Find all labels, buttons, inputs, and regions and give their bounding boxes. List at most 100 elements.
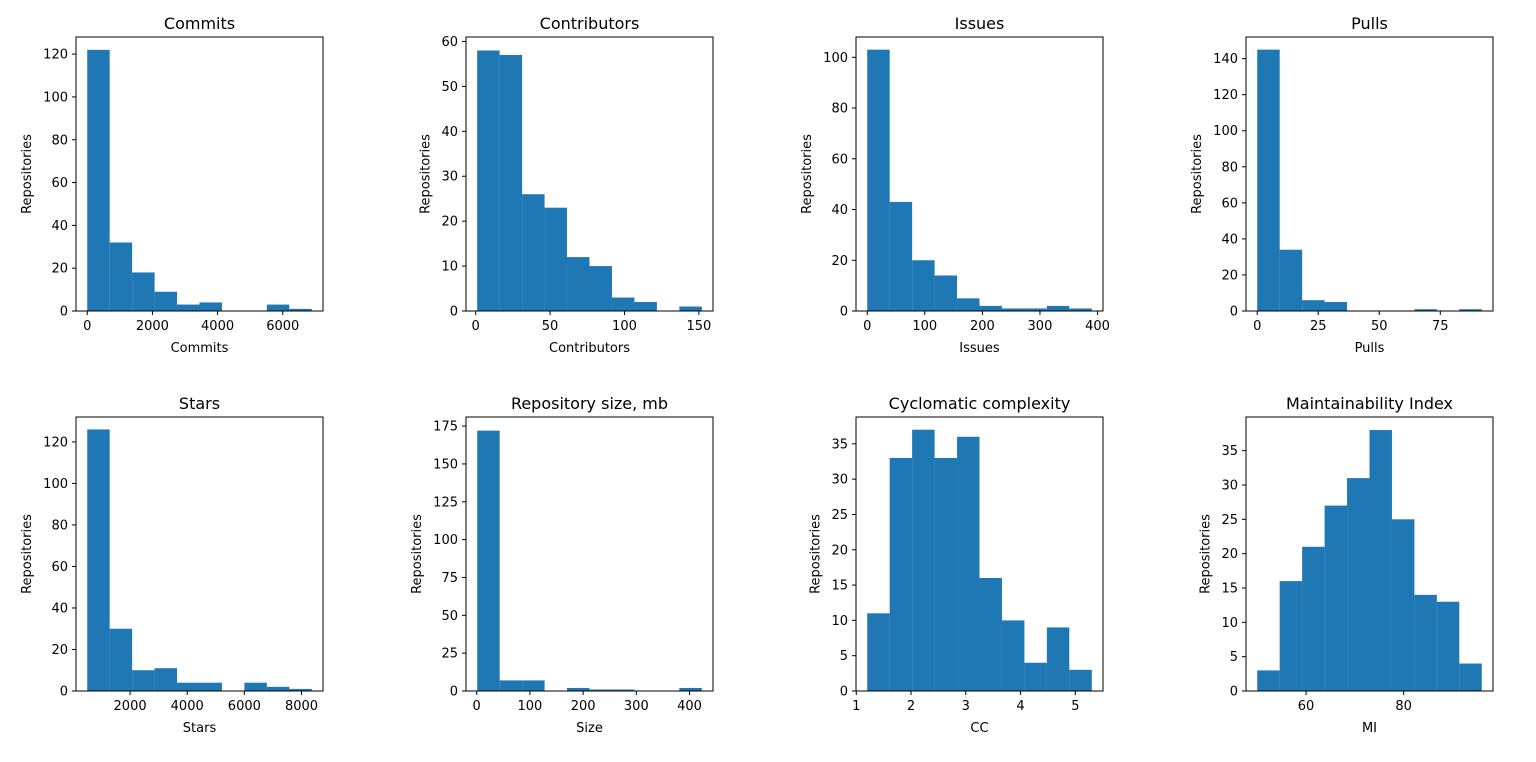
x-tick-label: 2 [907, 699, 915, 714]
axes-frame [465, 416, 714, 692]
histogram-bar [87, 429, 110, 691]
x-tick-label: 200 [970, 319, 995, 334]
chart-title: Commits [164, 14, 235, 33]
y-tick-label: 25 [1221, 513, 1238, 528]
x-tick-label: 200 [571, 699, 596, 714]
x-tick-label: 25 [1310, 319, 1327, 334]
chart-title: Cyclomatic complexity [889, 394, 1071, 413]
x-tick-label: 4 [1016, 699, 1024, 714]
y-tick-label: 25 [831, 508, 848, 523]
y-tick-label: 175 [433, 420, 458, 435]
y-tick-label: 140 [1213, 52, 1238, 67]
histogram-bar [679, 687, 702, 691]
histogram-panel: 0 2000 4000 6000 0 20 40 60 80 100 120 Commits Commi… [20, 14, 324, 356]
histogram-panel: 0 50 100 150 0 10 20 30 40 50 60 Contributors Contri… [418, 14, 714, 356]
y-axis-label: Repositories [20, 514, 35, 594]
y-tick-label: 0 [840, 305, 848, 320]
y-tick-label: 125 [433, 495, 458, 510]
x-tick-label: 6000 [266, 319, 299, 334]
y-tick-label: 5 [1230, 650, 1238, 665]
y-tick-label: 30 [1221, 478, 1238, 493]
histogram-bar [289, 308, 312, 311]
histogram-bar [957, 436, 980, 691]
chart-title: Maintainability Index [1286, 394, 1453, 413]
y-axis-label: Repositories [418, 134, 433, 214]
histogram-bar [522, 194, 545, 311]
y-tick-label: 10 [1221, 616, 1238, 631]
y-axis-label: Repositories [410, 514, 425, 594]
y-tick-label: 150 [433, 457, 458, 472]
y-tick-label: 60 [51, 176, 68, 191]
y-tick-label: 120 [43, 48, 68, 63]
x-axis-label: Size [576, 721, 603, 736]
x-axis-label: Stars [183, 721, 217, 736]
histogram-bar [154, 668, 178, 691]
y-tick-label: 80 [51, 133, 68, 148]
chart-title: Repository size, mb [511, 394, 668, 413]
y-axis-label: Repositories [1198, 514, 1213, 594]
histogram-bar [522, 680, 545, 691]
chart-title: Issues [955, 14, 1005, 33]
histogram-bar [589, 689, 612, 691]
y-tick-label: 5 [840, 649, 848, 664]
x-tick-label: 100 [612, 319, 637, 334]
x-tick-label: 0 [863, 319, 871, 334]
y-tick-label: 80 [51, 518, 68, 533]
chart-title: Contributors [540, 14, 640, 33]
histogram-bar [957, 298, 980, 311]
y-tick-label: 15 [1221, 581, 1238, 596]
y-tick-label: 40 [51, 219, 68, 234]
x-tick-label: 4000 [201, 319, 234, 334]
histogram-panel: 0 100 200 300 400 0 25 50 75 100 125 150 175 Reposito… [410, 394, 714, 736]
histogram-bar [1459, 309, 1482, 311]
y-axis-label: Repositories [20, 134, 35, 214]
y-tick-label: 60 [1221, 196, 1238, 211]
y-tick-label: 60 [51, 560, 68, 575]
histogram-bar [132, 670, 155, 691]
y-tick-label: 0 [60, 685, 68, 700]
y-tick-label: 40 [441, 125, 458, 140]
y-tick-label: 0 [450, 685, 458, 700]
histogram-bar [177, 682, 200, 691]
histogram-bar [244, 682, 267, 691]
y-tick-label: 100 [823, 51, 848, 66]
y-tick-label: 100 [43, 477, 68, 492]
histogram-bar [1046, 305, 1070, 311]
y-tick-label: 0 [1230, 685, 1238, 700]
x-tick-label: 100 [517, 699, 542, 714]
y-tick-label: 30 [441, 170, 458, 185]
y-tick-label: 100 [433, 533, 458, 548]
histogram-bar [289, 688, 312, 691]
y-tick-label: 30 [831, 473, 848, 488]
histogram-bar [266, 686, 290, 691]
histogram-bar [1046, 627, 1070, 691]
histogram-panel: 1 2 3 4 5 0 5 10 15 20 25 30 35 Cyclomatic complexity… [808, 394, 1104, 736]
x-tick-label: 300 [1028, 319, 1053, 334]
histogram-bar [934, 457, 958, 691]
histogram-bar [1001, 308, 1025, 311]
x-tick-label: 8000 [285, 699, 318, 714]
x-tick-label: 2000 [136, 319, 169, 334]
histogram-bar [1024, 662, 1047, 691]
histogram-bar [567, 687, 590, 691]
y-tick-label: 80 [831, 102, 848, 117]
histogram-bar [912, 260, 935, 311]
axes-frame [75, 36, 324, 312]
y-tick-label: 20 [831, 254, 848, 269]
y-tick-label: 120 [1213, 88, 1238, 103]
histogram-bar [154, 291, 178, 311]
x-tick-label: 0 [1253, 319, 1261, 334]
x-tick-label: 150 [686, 319, 711, 334]
x-axis-label: CC [970, 721, 988, 736]
histogram-bar [867, 49, 890, 312]
histogram-bar [87, 49, 110, 311]
x-tick-label: 0 [83, 319, 91, 334]
y-tick-label: 10 [441, 260, 458, 275]
x-tick-label: 75 [1432, 319, 1449, 334]
histogram-bar [1024, 308, 1047, 311]
y-tick-label: 25 [441, 647, 458, 662]
axes-frame [1245, 36, 1494, 312]
histogram-bar [1069, 308, 1092, 311]
histogram-panel: 0 100 200 300 400 0 20 40 60 80 100 Issues Issues Rep… [800, 14, 1110, 356]
